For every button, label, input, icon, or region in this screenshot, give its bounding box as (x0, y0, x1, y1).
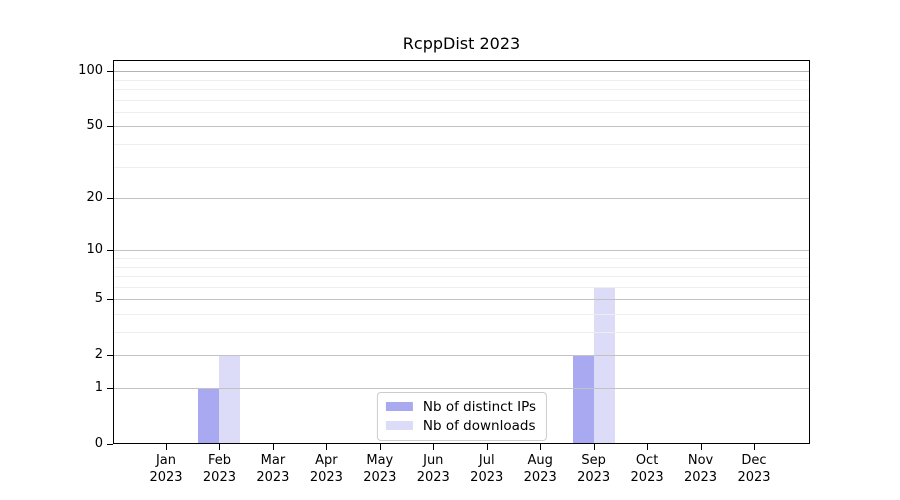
x-tick-month: Jan (155, 453, 177, 468)
x-tick-mark (593, 444, 595, 450)
x-tick-year: 2023 (577, 470, 611, 485)
x-tick-mark (754, 444, 755, 450)
gridline-major (113, 299, 810, 301)
x-tick-month: Sep (581, 453, 606, 468)
x-tick-year: 2023 (256, 470, 290, 485)
plot-area (113, 60, 810, 444)
x-tick-label: Dec 2023 (722, 452, 786, 486)
y-tick-mark (107, 126, 113, 128)
y-tick-label: 50 (86, 118, 103, 134)
gridline-minor (113, 332, 810, 333)
legend: Nb of distinct IPs Nb of downloads (376, 392, 548, 441)
x-tick-year: 2023 (309, 470, 343, 485)
bar-downloads (219, 355, 241, 444)
legend-label: Nb of distinct IPs (422, 398, 537, 415)
x-tick-year: 2023 (470, 470, 504, 485)
legend-swatch (385, 421, 413, 430)
gridline-minor (113, 79, 810, 81)
x-tick-year: 2023 (202, 470, 236, 485)
y-tick-mark (107, 71, 113, 73)
x-tick-year: 2023 (416, 470, 450, 485)
x-tick-year: 2023 (630, 470, 664, 485)
y-tick-label: 100 (78, 63, 103, 79)
x-tick-label: May 2023 (348, 452, 412, 486)
bar-downloads (593, 286, 615, 444)
gridline-major (113, 126, 810, 128)
x-tick-mark (433, 444, 435, 450)
x-tick-month: Dec (741, 453, 767, 468)
y-tick-label: 0 (94, 436, 103, 451)
legend-row: Nb of downloads (385, 416, 536, 435)
gridline-major (113, 355, 810, 357)
y-tick-mark (107, 444, 113, 445)
x-tick-label: Oct 2023 (615, 452, 679, 486)
x-tick-mark (647, 444, 649, 450)
x-tick-mark (540, 444, 542, 450)
x-tick-label: Jul 2023 (455, 452, 519, 486)
x-tick-month: Mar (260, 453, 286, 468)
y-tick-label: 5 (94, 291, 103, 307)
bar-distinct-ips (572, 355, 594, 444)
y-tick-label: 1 (94, 380, 103, 395)
gridline-minor (113, 144, 810, 145)
y-tick-mark (107, 355, 113, 357)
legend-label: Nb of downloads (422, 417, 536, 434)
y-tick-mark (107, 250, 113, 252)
x-tick-year: 2023 (149, 470, 183, 485)
y-tick-label: 10 (86, 242, 103, 258)
x-tick-mark (326, 444, 328, 450)
x-tick-year: 2023 (363, 470, 397, 485)
x-tick-mark (272, 444, 274, 450)
x-tick-mark (700, 444, 702, 450)
x-tick-label: Sep 2023 (562, 452, 626, 486)
chart-title: RcppDist 2023 (402, 34, 521, 53)
x-tick-month: Nov (687, 453, 714, 468)
legend-swatch (385, 402, 413, 411)
gridline-minor (113, 313, 810, 315)
x-tick-year: 2023 (523, 470, 557, 485)
gridline-minor (113, 276, 810, 278)
bar-distinct-ips (198, 388, 220, 444)
x-tick-month: Oct (635, 453, 659, 468)
legend-row: Nb of distinct IPs (385, 397, 537, 416)
x-tick-mark (379, 444, 381, 450)
x-tick-year: 2023 (683, 470, 718, 485)
x-tick-month: Feb (207, 453, 231, 468)
y-tick-mark (107, 198, 113, 200)
y-tick-label: 20 (86, 190, 103, 206)
x-tick-year: 2023 (737, 470, 771, 485)
x-tick-label: Feb 2023 (187, 452, 251, 486)
x-tick-label: Jan 2023 (134, 452, 198, 486)
x-tick-month: Apr (315, 453, 338, 468)
x-tick-label: Aug 2023 (508, 452, 572, 486)
y-tick-label: 2 (94, 347, 103, 363)
x-tick-month: May (366, 453, 394, 468)
x-tick-month: Aug (527, 453, 553, 468)
gridline-major (113, 388, 810, 389)
gridline-minor (113, 89, 810, 90)
x-tick-mark (219, 444, 221, 450)
x-tick-label: Jun 2023 (401, 452, 465, 486)
x-tick-month: Jun (423, 453, 444, 468)
gridline-minor (113, 257, 810, 259)
gridline-minor (113, 166, 810, 168)
gridline-major (113, 250, 810, 252)
gridline-major (113, 198, 810, 200)
gridline-minor (113, 286, 810, 288)
x-tick-month: Jul (478, 453, 495, 468)
x-tick-mark (166, 444, 167, 450)
x-tick-label: Nov 2023 (669, 452, 733, 486)
gridline-minor (113, 111, 810, 113)
x-tick-label: Mar 2023 (241, 452, 305, 486)
y-tick-mark (107, 299, 113, 301)
gridline-minor (113, 266, 810, 268)
gridline-minor (113, 99, 810, 101)
gridline-major (113, 71, 810, 73)
x-tick-label: Apr 2023 (294, 452, 358, 486)
y-tick-mark (107, 388, 113, 389)
x-tick-mark (486, 444, 488, 450)
